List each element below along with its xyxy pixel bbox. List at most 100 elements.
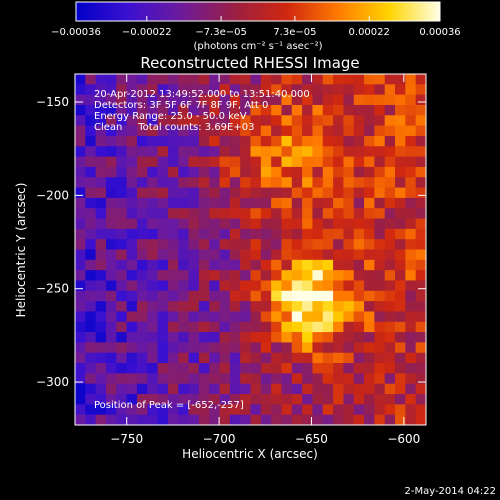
heatmap-cell: [188, 187, 200, 199]
heatmap-cell: [136, 135, 148, 147]
heatmap-cell: [75, 270, 86, 282]
heatmap-cell: [85, 270, 97, 282]
heatmap-cell: [75, 280, 86, 292]
heatmap-cell: [95, 115, 107, 127]
heatmap-cell: [281, 187, 293, 199]
heatmap-cell: [312, 259, 324, 271]
heatmap-cell: [95, 332, 107, 344]
heatmap-cell: [95, 311, 107, 323]
heatmap-cell: [260, 166, 272, 178]
heatmap-cell: [178, 301, 190, 313]
heatmap-cell: [322, 187, 334, 199]
heatmap-cell: [250, 373, 262, 385]
heatmap-cell: [302, 342, 314, 354]
heatmap-cell: [219, 404, 231, 416]
heatmap-cell: [209, 125, 221, 137]
heatmap-cell: [198, 311, 210, 323]
heatmap-cell: [167, 321, 179, 333]
heatmap-cell: [281, 125, 293, 137]
heatmap-cell: [281, 332, 293, 344]
heatmap-cell: [95, 94, 107, 106]
heatmap-cell: [364, 363, 375, 374]
heatmap-cell: [395, 115, 406, 127]
heatmap-cell: [395, 352, 406, 364]
heatmap-cell: [322, 74, 334, 85]
heatmap-cell: [364, 301, 375, 313]
heatmap-cell: [75, 239, 86, 251]
heatmap-cell: [157, 125, 169, 137]
heatmap-cell: [302, 135, 314, 147]
heatmap-cell: [188, 321, 200, 333]
heatmap-cell: [229, 187, 241, 199]
heatmap-cell: [95, 74, 107, 85]
heatmap-cell: [75, 146, 86, 158]
heatmap-cell: [157, 177, 169, 189]
heatmap-cell: [126, 218, 138, 230]
heatmap-cell: [271, 228, 283, 240]
heatmap-cell: [126, 342, 138, 354]
heatmap-cell: [240, 352, 252, 364]
heatmap-cell: [198, 332, 210, 344]
heatmap-cell: [240, 166, 252, 178]
heatmap-cell: [75, 228, 86, 240]
heatmap-cell: [364, 249, 375, 261]
heatmap-cell: [229, 270, 241, 282]
heatmap-cell: [271, 280, 283, 292]
heatmap-cell: [384, 270, 396, 282]
heatmap-cell: [333, 197, 345, 209]
heatmap-cell: [157, 135, 169, 147]
heatmap-cell: [147, 135, 159, 147]
heatmap-cell: [136, 332, 148, 344]
heatmap-cell: [188, 218, 200, 230]
heatmap-cell: [395, 373, 406, 385]
heatmap-cell: [374, 383, 386, 395]
heatmap-cell: [219, 352, 231, 364]
heatmap-cell: [147, 280, 159, 292]
heatmap-cell: [188, 239, 200, 251]
peak-position-label: Position of Peak = [-652,-257]: [94, 400, 244, 411]
chart-title: Reconstructed RHESSI Image: [140, 54, 359, 72]
heatmap-cell: [240, 146, 252, 158]
heatmap-cell: [147, 373, 159, 385]
heatmap-cell: [312, 301, 324, 313]
heatmap-cell: [147, 342, 159, 354]
heatmap-cell: [302, 239, 314, 251]
heatmap-cell: [85, 135, 97, 147]
heatmap-cell: [240, 84, 252, 96]
heatmap-cell: [260, 259, 272, 271]
heatmap-cell: [312, 352, 324, 364]
heatmap-cell: [415, 311, 426, 323]
heatmap-cell: [95, 218, 107, 230]
heatmap-cell: [188, 94, 200, 106]
heatmap-cell: [322, 414, 334, 425]
heatmap-cell: [312, 280, 324, 292]
heatmap-cell: [136, 104, 148, 116]
heatmap-cell: [188, 228, 200, 240]
heatmap-cell: [95, 135, 107, 147]
heatmap-cell: [333, 373, 345, 385]
heatmap-cell: [178, 280, 190, 292]
heatmap-cell: [95, 146, 107, 158]
heatmap-cell: [405, 84, 417, 96]
heatmap-cell: [302, 94, 314, 106]
heatmap-cell: [167, 414, 179, 425]
heatmap-cell: [395, 239, 406, 251]
x-tick-label: −650: [295, 432, 328, 446]
heatmap-cell: [250, 280, 262, 292]
heatmap-cell: [374, 197, 386, 209]
heatmap-cell: [167, 156, 179, 168]
heatmap-cell: [384, 363, 396, 374]
heatmap-cell: [85, 208, 97, 220]
heatmap-cell: [147, 228, 159, 240]
heatmap-cell: [105, 104, 117, 116]
heatmap-cell: [395, 84, 406, 96]
heatmap-cell: [291, 177, 303, 189]
heatmap-cell: [384, 352, 396, 364]
heatmap-cell: [116, 414, 128, 425]
heatmap-cell: [353, 115, 365, 127]
heatmap-cell: [157, 94, 169, 106]
heatmap-cell: [312, 177, 324, 189]
heatmap-cell: [105, 249, 117, 261]
heatmap-cell: [291, 332, 303, 344]
heatmap-cell: [302, 197, 314, 209]
